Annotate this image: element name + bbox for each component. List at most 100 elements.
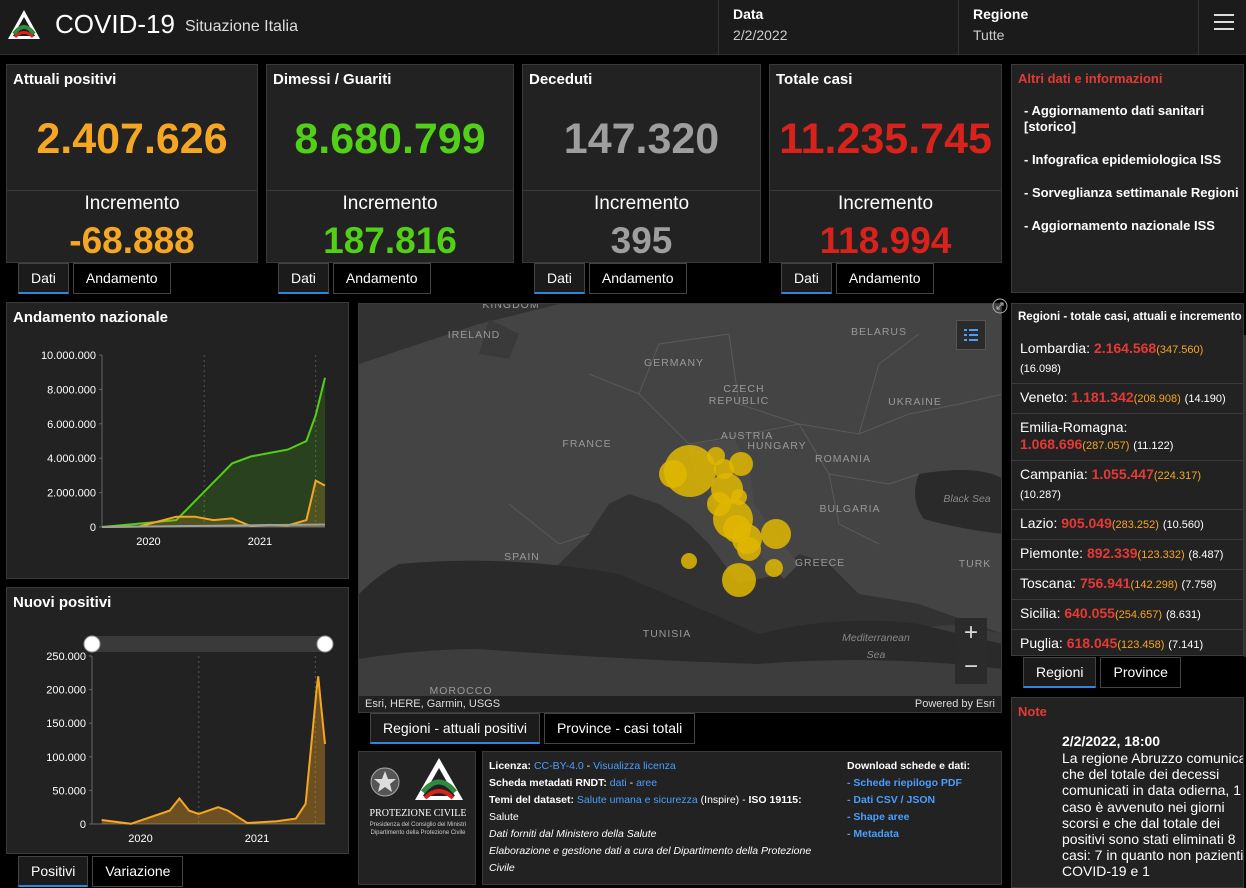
tab-andamento[interactable]: Andamento [332, 263, 431, 294]
region-increment: (16.098) [1020, 363, 1061, 375]
nuovi-positivi-chart[interactable]: 250.000 200.000 150.000 100.000 50.000 0 2020 2… [7, 618, 350, 853]
map-view[interactable]: IRELAND KINGDOM GERMANY CZECH REPUBLIC BELARU… [358, 303, 1002, 713]
expand-icon[interactable] [992, 298, 1008, 314]
y-tick-label: 4.000.000 [47, 453, 96, 465]
rndt-label: Scheda metadati RNDT: [489, 777, 607, 789]
map-sea-label: Black Sea [943, 493, 990, 505]
nuovi-positivi-panel: Nuovi positivi 250.000 200.000 150.000 100.… [6, 587, 349, 854]
link-infografica-iss[interactable]: - Infografica epidemiologica ISS [1024, 152, 1222, 167]
tab-dati[interactable]: Dati [278, 263, 329, 294]
stat-value: 147.320 [563, 115, 720, 163]
legend-list-icon[interactable] [956, 320, 986, 350]
pc-sub2: Dipartimento della Protezione Civile [370, 830, 466, 836]
header-divider [1198, 0, 1199, 55]
download-csv-link[interactable]: - Dati CSV / JSON [847, 794, 936, 806]
increment-label: Incremento [84, 193, 180, 214]
stat-value: 8.680.799 [294, 115, 486, 163]
link-sorveglianza-regioni[interactable]: - Sorveglianza settimanale Regioni [1024, 185, 1239, 200]
tab-dati[interactable]: Dati [18, 263, 69, 294]
region-item[interactable]: Sicilia: 640.055(254.657) (8.631) [1012, 600, 1244, 630]
protezione-civile-logo-icon [8, 10, 40, 39]
zoom-in-button[interactable]: + [955, 618, 987, 650]
attribution-text[interactable]: Esri, HERE, Garmin, USGS [365, 698, 501, 710]
region-item[interactable]: Emilia-Romagna: 1.068.696(287.057) (11.1… [1012, 414, 1244, 461]
download-title: Download schede e dati: [847, 760, 971, 772]
pc-sub1: Presidenza del Consiglio dei Ministri [369, 822, 467, 828]
increment-label: Incremento [342, 193, 438, 214]
map-country-label: SPAIN [504, 551, 540, 563]
region-total: 618.045 [1066, 635, 1118, 651]
download-pdf-link[interactable]: - Schede riepilogo PDF [847, 777, 962, 789]
map-country-label: ROMANIA [815, 453, 871, 465]
region-item[interactable]: Toscana: 756.941(142.298) (7.758) [1012, 570, 1244, 600]
rndt-dati-link[interactable]: dati [609, 777, 627, 789]
note-panel: Note 2/2/2022, 18:00 La regione Abruzzo … [1011, 697, 1244, 888]
y-tick-label: 150.000 [46, 718, 86, 730]
region-item[interactable]: Piemonte: 892.339(123.332) (8.487) [1012, 540, 1244, 570]
stat-title: Dimessi / Guariti [273, 71, 392, 88]
link-aggiornamento-dati[interactable]: - Aggiornamento dati sanitari [storico] [1024, 103, 1205, 134]
note-date: 2/2/2022, 18:00 [1062, 733, 1161, 749]
map-country-label: AUSTRIA [721, 430, 774, 442]
region-item[interactable]: Veneto: 1.181.342(208.908) (14.190) [1012, 384, 1244, 414]
temi-link[interactable]: Salute umana e sicurezza [576, 794, 698, 806]
range-slider-handle[interactable] [83, 635, 101, 653]
region-bubble[interactable] [729, 452, 753, 476]
map-country-label: BULGARIA [819, 503, 880, 515]
note-title: Note [1018, 704, 1047, 719]
region-bubble[interactable] [737, 537, 761, 561]
powered-by-esri[interactable]: Powered by Esri [914, 698, 995, 710]
tab-variazione[interactable]: Variazione [92, 856, 184, 887]
nuovi-title: Nuovi positivi [13, 594, 112, 611]
region-item[interactable]: Lazio: 905.049(283.252) (10.560) [1012, 510, 1244, 540]
y-tick-label: 0 [80, 819, 86, 831]
region-item[interactable]: Campania: 1.055.447(224.317) (10.287) [1012, 461, 1244, 510]
pc-name: PROTEZIONE CIVILE [369, 808, 467, 819]
map-country-label: GERMANY [644, 357, 704, 369]
tab-andamento[interactable]: Andamento [588, 263, 687, 294]
region-name: Emilia-Romagna: [1020, 419, 1128, 435]
download-metadata-link[interactable]: - Metadata [847, 828, 899, 840]
region-bubble[interactable] [765, 559, 783, 577]
region-item[interactable]: Puglia: 618.045(123.458) (7.141) [1012, 630, 1244, 657]
series-line [101, 523, 326, 528]
region-bubble[interactable] [761, 519, 791, 549]
tab-regioni-attuali[interactable]: Regioni - attuali positivi [370, 713, 540, 744]
view-license-link[interactable]: Visualizza licenza [593, 760, 676, 772]
download-shape-link[interactable]: - Shape aree [847, 811, 910, 823]
region-bubble[interactable] [722, 563, 756, 597]
tab-andamento[interactable]: Andamento [72, 263, 171, 294]
tab-andamento[interactable]: Andamento [835, 263, 934, 294]
series-area [102, 377, 325, 527]
region-value[interactable]: Tutte [973, 27, 1005, 43]
stat-divider [523, 190, 760, 191]
tab-regioni[interactable]: Regioni [1023, 657, 1097, 688]
hamburger-menu-icon[interactable] [1214, 14, 1234, 32]
date-value[interactable]: 2/2/2022 [733, 27, 788, 43]
region-increment: (8.487) [1188, 549, 1224, 561]
license-link[interactable]: CC-BY-4.0 [533, 760, 584, 772]
stat-value: 2.407.626 [36, 115, 228, 163]
link-aggiornamento-iss[interactable]: - Aggiornamento nazionale ISS [1024, 218, 1215, 233]
range-slider-handle[interactable] [316, 635, 334, 653]
region-increment: (7.141) [1168, 639, 1204, 651]
stat-value: 11.235.745 [779, 115, 992, 163]
map-country-label: CZECH [723, 383, 764, 395]
regions-list[interactable]: Lombardia: 2.164.568(347.560) (16.098) Ve… [1012, 335, 1246, 657]
stat-title: Totale casi [776, 71, 853, 88]
region-bubble[interactable] [659, 460, 687, 488]
rndt-aree-link[interactable]: aree [636, 777, 658, 789]
region-item[interactable]: Lombardia: 2.164.568(347.560) (16.098) [1012, 335, 1244, 384]
stat-title: Attuali positivi [13, 71, 117, 88]
region-name: Sicilia: [1020, 605, 1061, 621]
tab-province[interactable]: Province [1100, 657, 1181, 688]
zoom-out-button[interactable]: − [955, 652, 987, 684]
tab-province-casi[interactable]: Province - casi totali [543, 713, 696, 744]
tab-dati[interactable]: Dati [781, 263, 832, 294]
andamento-chart[interactable]: 10.000.000 8.000.000 6.000.000 4.000.000 2.0… [7, 333, 350, 578]
increment-value: 118.994 [819, 220, 952, 261]
tab-dati[interactable]: Dati [534, 263, 585, 294]
tab-positivi[interactable]: Positivi [18, 856, 89, 887]
region-bubble[interactable] [681, 553, 697, 569]
